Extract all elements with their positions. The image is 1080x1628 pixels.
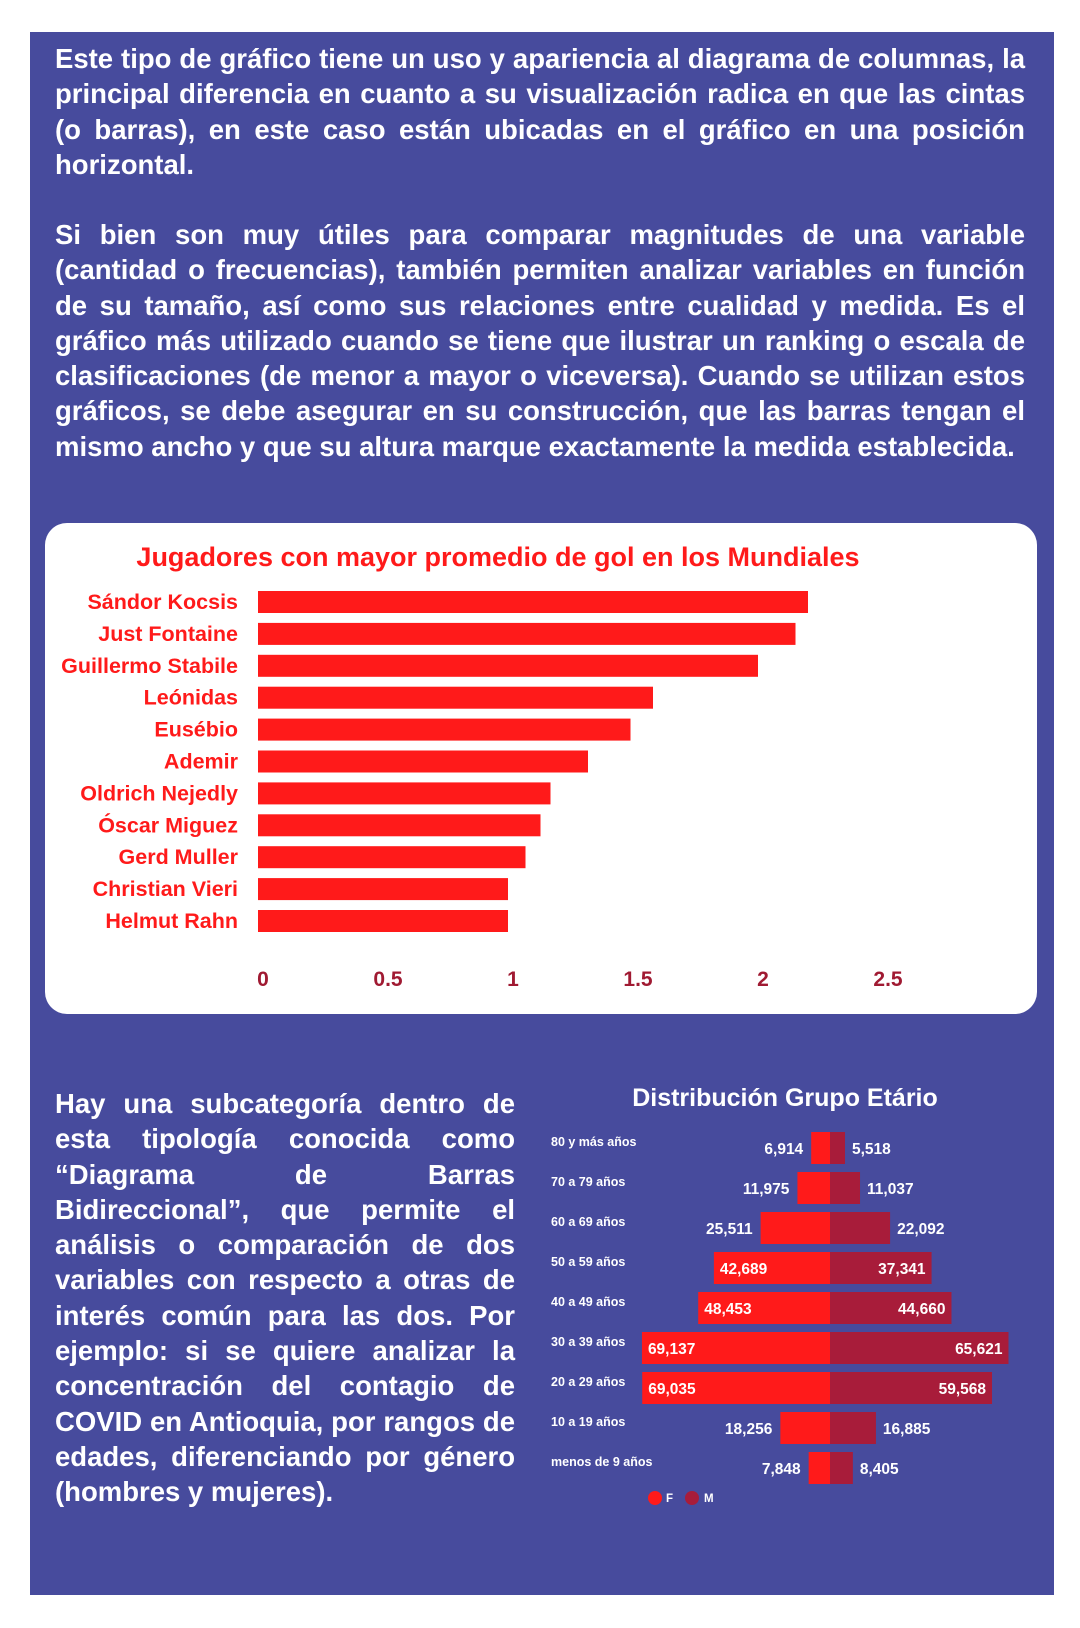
- chart-title: Jugadores con mayor promedio de gol en l…: [136, 542, 859, 572]
- legend-label-male: M: [704, 1493, 714, 1505]
- x-tick-label: 0.5: [373, 968, 403, 991]
- age-group-label: 10 a 19 años: [551, 1415, 625, 1429]
- age-group-label: 60 a 69 años: [551, 1215, 625, 1229]
- bar: [258, 622, 796, 645]
- value-label-female: 69,035: [648, 1381, 696, 1398]
- age-group-label: 50 a 59 años: [551, 1255, 625, 1269]
- value-label-male: 22,092: [897, 1221, 944, 1238]
- value-label-female: 69,137: [648, 1341, 695, 1358]
- bar-male: [830, 1332, 1009, 1364]
- bar: [258, 814, 541, 837]
- category-label: Oldrich Nejedly: [80, 781, 238, 805]
- category-label: Óscar Miguez: [98, 812, 238, 837]
- bar-male: [830, 1212, 891, 1244]
- bar-male: [830, 1372, 993, 1404]
- category-label: Leónidas: [144, 686, 238, 710]
- bidirectional-paragraph: Hay una subcategoría dentro de esta tipo…: [55, 1088, 515, 1508]
- bar: [258, 591, 808, 613]
- bar-female: [713, 1252, 830, 1284]
- goal-average-chart-card: Jugadores con mayor promedio de gol en l…: [45, 523, 1037, 1014]
- value-label-male: 37,341: [878, 1261, 926, 1278]
- age-group-label: 40 a 49 años: [551, 1295, 625, 1309]
- legend-swatch-male: [685, 1491, 699, 1505]
- category-label: Helmut Rahn: [105, 909, 238, 933]
- intro-paragraph-2: Si bien son muy útiles para comparar mag…: [55, 219, 1025, 462]
- category-label: Gerd Muller: [119, 845, 239, 869]
- bar-male: [830, 1292, 952, 1324]
- age-group-label: 80 y más años: [551, 1135, 637, 1149]
- bar: [258, 846, 526, 869]
- value-label-male: 8,405: [860, 1461, 899, 1478]
- value-label-male: 5,518: [852, 1141, 891, 1158]
- age-group-label: 30 a 39 años: [551, 1335, 625, 1349]
- intro-paragraph-1: Este tipo de gráfico tiene un uso y apar…: [55, 43, 1025, 180]
- bar: [258, 686, 653, 709]
- bar: [258, 910, 508, 932]
- bar-female: [698, 1292, 830, 1324]
- age-group-label: menos de 9 años: [551, 1455, 652, 1469]
- value-label-male: 11,037: [867, 1181, 914, 1198]
- bar: [258, 782, 551, 805]
- value-label-female: 18,256: [725, 1421, 773, 1438]
- bar-female: [808, 1452, 830, 1484]
- bar: [258, 878, 508, 901]
- bar-male: [830, 1132, 846, 1164]
- bar-male: [830, 1452, 853, 1484]
- bar-female: [760, 1212, 830, 1244]
- value-label-male: 44,660: [898, 1301, 945, 1318]
- bar-female: [641, 1332, 830, 1364]
- value-label-female: 25,511: [706, 1221, 753, 1238]
- category-label: Eusébio: [154, 718, 238, 742]
- bar-female: [642, 1372, 830, 1404]
- chart-title: Distribución Grupo Etário: [632, 1084, 938, 1112]
- bar: [258, 654, 758, 677]
- category-label: Christian Vieri: [93, 877, 238, 901]
- bar-female: [811, 1132, 830, 1164]
- category-label: Guillermo Stabile: [61, 654, 238, 678]
- age-group-label: 20 a 29 años: [551, 1375, 625, 1389]
- category-label: Ademir: [164, 750, 239, 774]
- bar-male: [830, 1252, 932, 1284]
- category-label: Just Fontaine: [98, 622, 238, 646]
- value-label-female: 42,689: [720, 1261, 768, 1278]
- category-label: Sándor Kocsis: [87, 590, 238, 614]
- bar-male: [830, 1412, 876, 1444]
- value-label-male: 16,885: [883, 1421, 931, 1438]
- value-label-female: 11,975: [743, 1181, 790, 1198]
- x-tick-label: 1.5: [623, 968, 653, 991]
- legend-label-female: F: [666, 1493, 673, 1505]
- value-label-female: 48,453: [704, 1301, 752, 1318]
- legend-swatch-female: [648, 1491, 662, 1505]
- infographic-panel: Este tipo de gráfico tiene un uso y apar…: [30, 32, 1054, 1595]
- x-tick-label: 1: [507, 968, 519, 991]
- value-label-male: 65,621: [955, 1341, 1003, 1358]
- x-tick-label: 0: [257, 968, 269, 991]
- bar: [258, 750, 588, 773]
- bar-female: [797, 1172, 830, 1204]
- bar-female: [780, 1412, 830, 1444]
- age-distribution-chart: Distribución Grupo Etário 80 y más años 6,…: [551, 1084, 1009, 1505]
- value-label-female: 6,914: [764, 1141, 803, 1158]
- bar-male: [830, 1172, 861, 1204]
- value-label-male: 59,568: [939, 1381, 987, 1398]
- x-tick-label: 2: [757, 968, 769, 991]
- value-label-female: 7,848: [762, 1461, 801, 1478]
- x-tick-label: 2.5: [873, 968, 903, 991]
- bar: [258, 718, 631, 741]
- goal-average-chart: Jugadores con mayor promedio de gol en l…: [61, 542, 903, 991]
- age-group-label: 70 a 79 años: [551, 1175, 625, 1189]
